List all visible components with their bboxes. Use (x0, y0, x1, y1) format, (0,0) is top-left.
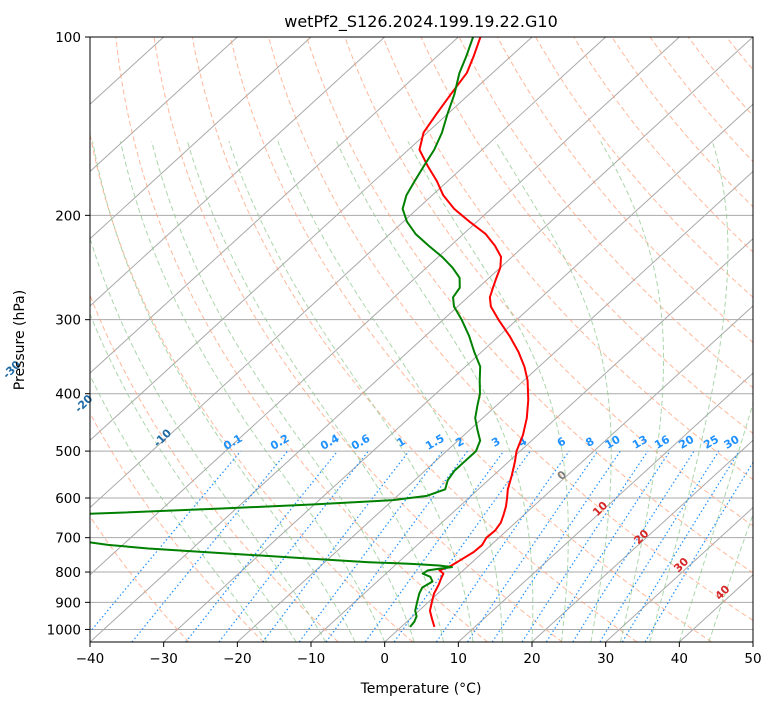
mixing-ratio-line (572, 450, 695, 642)
mixing-ratio-line (521, 450, 649, 642)
dry-adiabat-line (344, 37, 753, 527)
isotherm-line (163, 103, 753, 642)
moist-adiabat-line (186, 141, 445, 642)
mixing-ratio-line (185, 450, 339, 642)
isotherm-line (236, 170, 753, 642)
moist-adiabat-line (678, 401, 753, 642)
mixing-ratio-line (467, 450, 599, 642)
x-tick-label: 20 (523, 651, 540, 667)
x-tick-label: 40 (671, 651, 688, 667)
y-tick-label: 500 (55, 444, 81, 460)
mixing-ratio-line (491, 450, 621, 642)
y-tick-label: 600 (55, 491, 81, 507)
moist-adiabat-line (708, 513, 753, 642)
isotherm-line (605, 506, 753, 642)
mixing-ratio-line (545, 450, 671, 642)
moist-adiabat-line (90, 374, 268, 642)
mixing-ratio-line (131, 450, 289, 642)
moist-adiabat-line (495, 141, 612, 642)
moist-adiabat-line (649, 141, 729, 642)
x-tick-label: −20 (223, 651, 252, 667)
background-lines (90, 37, 753, 642)
isotherm-line (90, 37, 312, 240)
y-axis: 1000 900 800 700 600 500 400 300 200 100 (47, 30, 90, 638)
dry-adiabat-line (535, 37, 753, 298)
isotherm-line (384, 305, 753, 642)
chart-title: wetPf2_S126.2024.199.19.22.G10 (284, 12, 558, 32)
isotherm-line (90, 37, 238, 173)
dry-adiabat-line (496, 37, 753, 344)
mixing-ratio-line (262, 450, 410, 642)
moist-adiabat-line (228, 141, 474, 642)
mixing-ratio-line (325, 450, 469, 642)
moist-adiabat-line (151, 141, 415, 642)
moist-adiabat-line (600, 141, 665, 642)
dry-adiabat-line (229, 37, 712, 642)
y-axis-label: Pressure (hPa) (12, 290, 28, 390)
isotherm-line (90, 37, 680, 576)
y-tick-label: 400 (55, 387, 81, 403)
moist-adiabat-line (407, 141, 569, 642)
isotherm-line (531, 439, 753, 642)
y-tick-label: 700 (55, 531, 81, 547)
dry-adiabat-line (90, 412, 264, 642)
moist-adiabat-line (119, 141, 386, 642)
isotherm-line (90, 37, 386, 307)
dry-adiabat-line (191, 37, 638, 642)
dry-adiabat-line (306, 37, 753, 574)
dewpoint-profile-line (90, 37, 482, 628)
x-tick-label: 0 (380, 651, 389, 667)
x-tick-label: −10 (297, 651, 326, 667)
y-tick-label: 200 (55, 208, 81, 224)
x-tick-label: −40 (76, 651, 105, 667)
dry-adiabat-line (115, 37, 488, 642)
moist-adiabat-line (336, 141, 534, 642)
isotherm-line (90, 37, 753, 642)
y-tick-label: 1000 (47, 622, 81, 638)
x-axis: −40 −30 −20 −10 0 10 20 30 40 50 (76, 642, 762, 667)
mixing-ratio-line (621, 450, 740, 642)
x-tick-label: −30 (149, 651, 178, 667)
plot-frame (89, 36, 754, 643)
moist-adiabat-line (90, 312, 297, 642)
y-tick-label: 900 (55, 595, 81, 611)
dry-adiabat-line (153, 37, 563, 642)
mixing-ratio-line (393, 450, 531, 642)
dry-adiabat-line (90, 131, 414, 642)
x-tick-label: 30 (597, 651, 614, 667)
y-tick-label: 300 (55, 313, 81, 329)
dry-adiabat-line (268, 37, 753, 622)
moist-adiabat-line (277, 141, 504, 642)
mixing-ratio-line (90, 450, 242, 634)
mixing-ratio-line (298, 450, 444, 642)
isotherm-line (457, 372, 753, 642)
moist-adiabat-line (92, 141, 356, 642)
mixing-ratio-line (435, 450, 570, 642)
x-axis-label: Temperature (°C) (360, 681, 482, 697)
y-tick-label: 100 (55, 30, 81, 46)
y-tick-label: 800 (55, 565, 81, 581)
dry-adiabat-line (420, 37, 753, 435)
x-tick-label: 50 (744, 651, 761, 667)
x-tick-label: 10 (450, 651, 467, 667)
profiles (90, 37, 530, 628)
isotherm-line (90, 37, 459, 374)
isotherm-line (90, 37, 607, 509)
